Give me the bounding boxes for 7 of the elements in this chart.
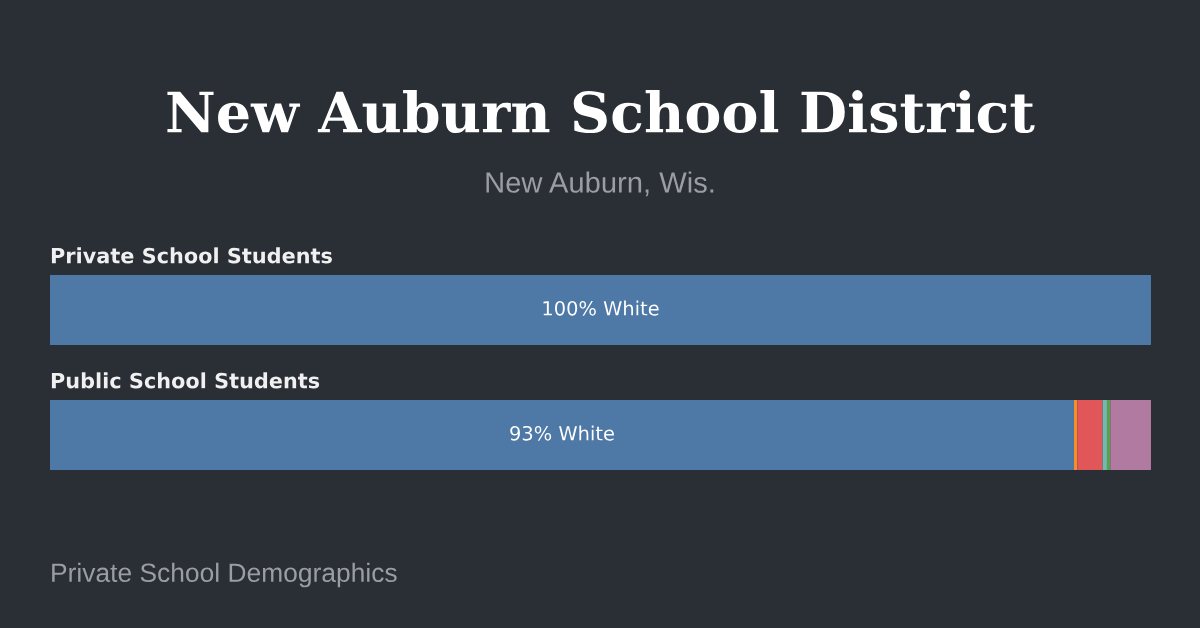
chart-title: New Auburn School District — [167, 90, 1035, 134]
data-label: 100% White — [543, 300, 659, 316]
text: Private School Demographics — [52, 562, 397, 588]
y-tick-label: Private School Students — [51, 247, 332, 264]
y-tick-label: Public School Students — [51, 372, 320, 389]
chart-subtitle: New Auburn, Wis. — [486, 171, 714, 197]
data-label: 93% White — [510, 425, 614, 441]
